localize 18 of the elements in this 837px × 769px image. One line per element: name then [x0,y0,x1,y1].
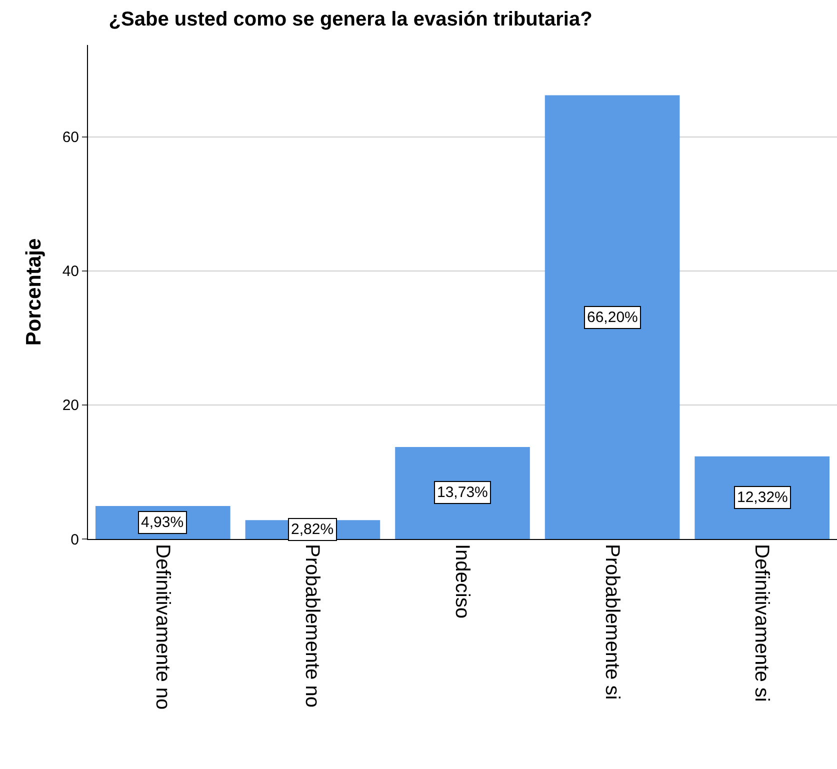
y-tick-label: 0 [70,531,79,548]
data-label: 66,20% [587,309,638,326]
bar [544,95,680,539]
data-label: 2,82% [291,521,334,538]
data-label: 13,73% [437,484,488,501]
data-label: 12,32% [737,489,788,506]
y-tick-label: 40 [62,263,79,280]
x-tick-label: Definitivamente si [750,544,773,702]
bar [395,446,530,539]
data-label: 4,93% [141,514,184,531]
x-tick-label: Indeciso [451,544,473,618]
y-tick-label: 60 [62,129,79,146]
y-axis-title: Porcentaje [22,238,46,346]
x-tick-label: Probablemente no [301,544,324,708]
chart-title: ¿Sabe usted como se genera la evasión tributaria? [108,8,592,31]
x-tick-label: Definitivamente no [151,544,174,710]
y-tick-label: 20 [62,397,79,414]
x-tick-label: Probablemente si [600,544,623,700]
